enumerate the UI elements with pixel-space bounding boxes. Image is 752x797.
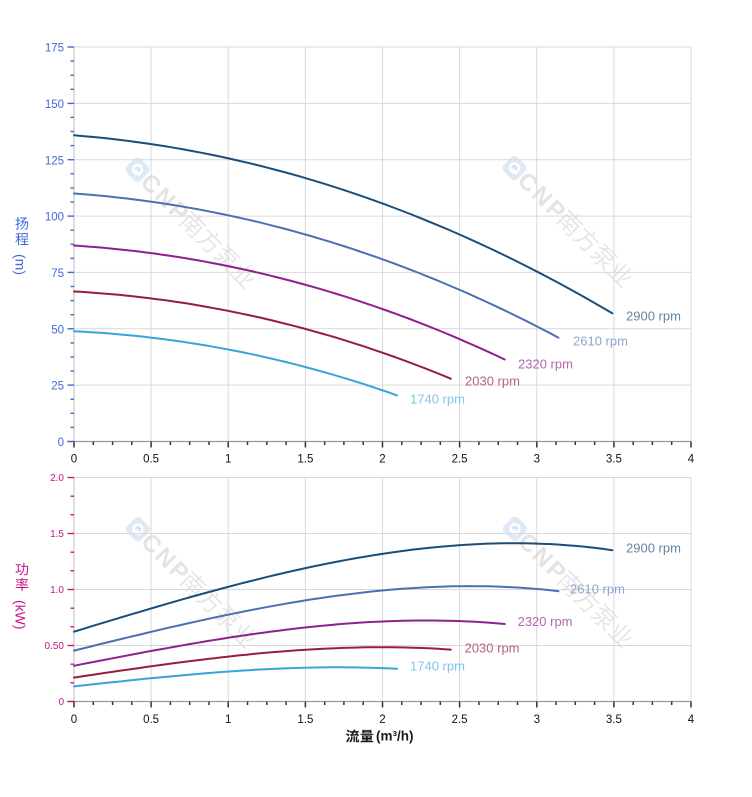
svg-text:1.5: 1.5: [50, 529, 64, 540]
svg-text:1: 1: [225, 714, 231, 726]
svg-text:3.5: 3.5: [606, 453, 622, 465]
svg-text:2900 rpm: 2900 rpm: [626, 541, 681, 556]
svg-text:100: 100: [45, 212, 64, 224]
svg-text:0.50: 0.50: [45, 641, 65, 652]
svg-text:150: 150: [45, 99, 64, 111]
svg-text:2610 rpm: 2610 rpm: [573, 334, 628, 349]
svg-text:1740 rpm: 1740 rpm: [410, 659, 465, 674]
svg-text:0.5: 0.5: [143, 714, 159, 726]
svg-text:0: 0: [58, 437, 64, 449]
svg-text:2.5: 2.5: [452, 453, 468, 465]
svg-text:1: 1: [225, 453, 231, 465]
svg-text:75: 75: [51, 268, 64, 280]
svg-text:2320 rpm: 2320 rpm: [518, 357, 573, 372]
svg-text:3: 3: [534, 453, 540, 465]
svg-text:2.5: 2.5: [452, 714, 468, 726]
svg-text:2: 2: [379, 453, 385, 465]
svg-text:2.0: 2.0: [50, 473, 64, 484]
svg-text:4: 4: [688, 714, 695, 726]
svg-text:1.5: 1.5: [297, 453, 313, 465]
svg-text:125: 125: [45, 155, 64, 167]
svg-text:(m): (m): [13, 254, 29, 275]
svg-text:2030 rpm: 2030 rpm: [465, 641, 520, 656]
svg-text:175: 175: [45, 43, 64, 55]
svg-text:50: 50: [51, 324, 64, 336]
svg-text:4: 4: [688, 453, 695, 465]
svg-text:(m³/h): (m³/h): [376, 729, 414, 744]
svg-text:1.5: 1.5: [297, 714, 313, 726]
svg-text:0: 0: [71, 453, 77, 465]
svg-text:0: 0: [71, 714, 77, 726]
svg-text:2030 rpm: 2030 rpm: [465, 374, 520, 389]
svg-text:0: 0: [58, 697, 64, 708]
svg-text:0.5: 0.5: [143, 453, 159, 465]
svg-text:3: 3: [534, 714, 540, 726]
svg-text:3.5: 3.5: [606, 714, 622, 726]
svg-text:(kW): (kW): [13, 600, 29, 630]
svg-text:1.0: 1.0: [50, 585, 64, 596]
svg-text:1740 rpm: 1740 rpm: [410, 392, 465, 407]
svg-text:2: 2: [379, 714, 385, 726]
svg-text:2320 rpm: 2320 rpm: [518, 614, 573, 629]
svg-text:2900 rpm: 2900 rpm: [626, 309, 681, 324]
svg-text:2610 rpm: 2610 rpm: [570, 582, 625, 597]
svg-text:25: 25: [51, 381, 64, 393]
